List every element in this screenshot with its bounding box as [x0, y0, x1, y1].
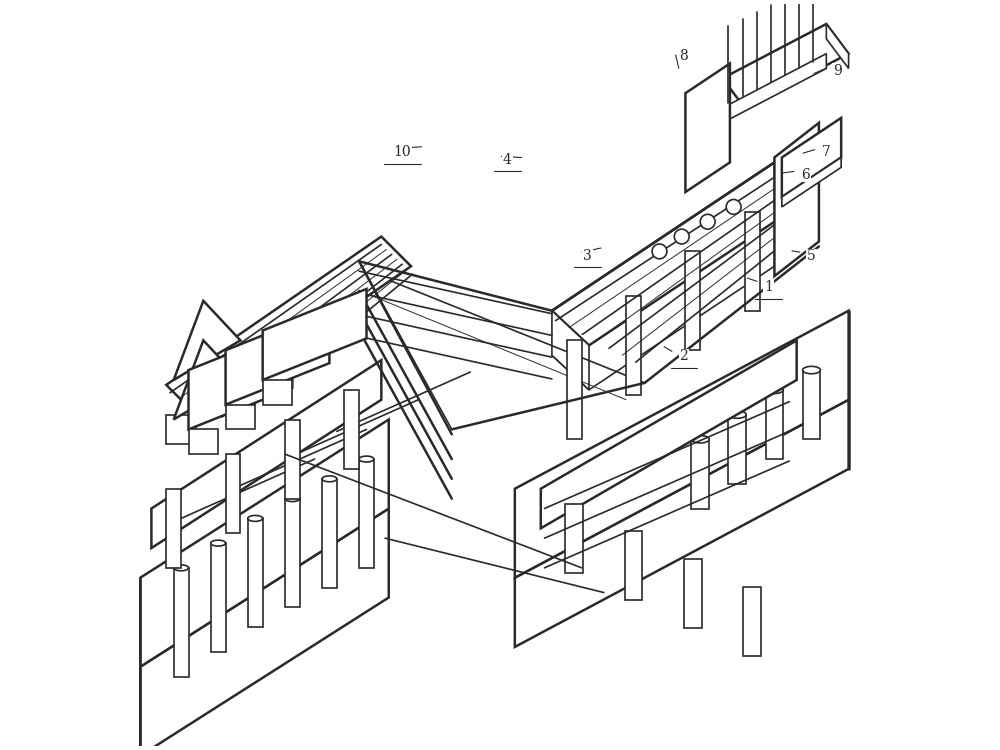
Polygon shape	[552, 163, 812, 345]
Polygon shape	[567, 340, 582, 439]
Polygon shape	[541, 340, 797, 528]
Polygon shape	[625, 531, 642, 601]
Polygon shape	[248, 518, 263, 627]
Text: 2: 2	[680, 350, 688, 364]
Ellipse shape	[359, 456, 374, 462]
Text: 3: 3	[583, 249, 592, 263]
Ellipse shape	[211, 540, 226, 546]
Polygon shape	[782, 158, 841, 207]
Polygon shape	[803, 370, 820, 440]
Circle shape	[652, 244, 667, 259]
Polygon shape	[226, 309, 329, 405]
Polygon shape	[166, 489, 181, 568]
Ellipse shape	[803, 366, 820, 374]
Polygon shape	[263, 289, 367, 380]
Polygon shape	[174, 568, 189, 676]
Polygon shape	[140, 419, 389, 667]
Circle shape	[726, 200, 741, 214]
Polygon shape	[174, 340, 240, 419]
Polygon shape	[552, 207, 812, 390]
Polygon shape	[322, 478, 337, 587]
Polygon shape	[166, 236, 411, 415]
Text: 5: 5	[807, 249, 816, 263]
Text: 1: 1	[764, 280, 773, 295]
Ellipse shape	[322, 476, 337, 482]
Polygon shape	[359, 459, 374, 568]
Polygon shape	[826, 24, 849, 68]
Polygon shape	[151, 360, 381, 548]
Polygon shape	[782, 118, 841, 197]
Polygon shape	[344, 390, 359, 469]
Polygon shape	[211, 543, 226, 652]
Polygon shape	[285, 499, 300, 608]
Text: 7: 7	[822, 146, 831, 160]
Polygon shape	[728, 415, 746, 484]
Ellipse shape	[248, 515, 263, 521]
Text: 4: 4	[503, 153, 512, 167]
Polygon shape	[226, 454, 240, 533]
Polygon shape	[766, 390, 783, 459]
Polygon shape	[552, 310, 589, 390]
Ellipse shape	[174, 565, 189, 571]
Ellipse shape	[285, 496, 300, 502]
Polygon shape	[684, 559, 702, 628]
Polygon shape	[722, 24, 849, 108]
Polygon shape	[685, 251, 700, 350]
Polygon shape	[565, 503, 583, 573]
Text: 10: 10	[393, 146, 411, 160]
Polygon shape	[166, 415, 196, 444]
Polygon shape	[189, 328, 292, 430]
Text: 8: 8	[680, 49, 688, 63]
Polygon shape	[691, 440, 709, 509]
Polygon shape	[745, 211, 760, 310]
Polygon shape	[722, 53, 826, 123]
Circle shape	[674, 230, 689, 244]
Polygon shape	[189, 430, 218, 454]
Text: 9: 9	[833, 64, 842, 78]
Polygon shape	[174, 301, 240, 380]
Polygon shape	[285, 419, 300, 499]
Ellipse shape	[691, 436, 709, 443]
Ellipse shape	[766, 386, 783, 394]
Circle shape	[700, 214, 715, 230]
Polygon shape	[263, 380, 292, 405]
Polygon shape	[774, 163, 812, 242]
Polygon shape	[515, 400, 849, 647]
Polygon shape	[515, 310, 849, 578]
Polygon shape	[685, 64, 730, 192]
Polygon shape	[226, 405, 255, 430]
Polygon shape	[626, 296, 641, 394]
Polygon shape	[140, 509, 389, 750]
Ellipse shape	[728, 411, 746, 419]
Polygon shape	[774, 123, 819, 276]
Polygon shape	[743, 586, 761, 656]
Text: 6: 6	[801, 168, 810, 182]
